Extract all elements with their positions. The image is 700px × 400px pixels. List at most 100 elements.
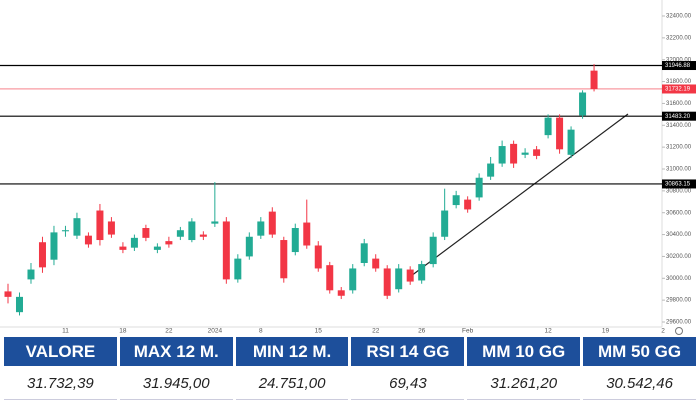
candle-body [291,228,299,253]
candle-body [188,221,196,241]
y-tick-label: 32000.00 [666,57,692,63]
candle-body [383,268,391,296]
candle-body [567,129,575,155]
level-label: 31483.20 [665,114,691,120]
value-cell: 31.945,00 [119,369,233,400]
candle-body [50,232,58,260]
table-row: 31.732,39 31.945,00 24.751,00 69,43 31.261,2… [0,366,700,400]
candle-body [119,246,127,250]
candle-body [222,221,230,280]
value-cell: 30.542,46 [583,369,696,400]
y-tick-label: 31600.00 [666,101,692,107]
candle-body [556,117,564,150]
x-tick-label: 15 [315,328,323,335]
table-header: VALORE MAX 12 M. MIN 12 M. RSI 14 GG MM 10 G… [0,337,700,366]
candle-body [487,163,495,177]
candle-body [510,143,518,164]
x-tick-label: 18 [119,328,127,335]
y-tick-label: 31000.00 [666,167,692,173]
candle-body [579,92,587,116]
candle-body [406,269,414,282]
y-tick-label: 30200.00 [666,254,692,260]
candle-body [107,221,115,235]
candle-body [142,228,150,238]
candle-body [533,149,541,156]
candle-body [257,221,265,236]
level-label: 31946.88 [665,63,691,69]
header-cell: MM 10 GG [467,337,581,366]
header-cell: MAX 12 M. [119,337,233,366]
candle-body [165,241,173,245]
x-tick-label: 11 [62,328,69,335]
header-cell: MM 50 GG [583,337,696,366]
candle-body [544,117,552,136]
candle-body [441,210,449,237]
x-tick-label: 19 [602,328,610,335]
value-cell: 24.751,00 [235,369,349,400]
x-tick-label: 22 [165,328,173,335]
header-cell: MIN 12 M. [235,337,349,366]
value-cell: 31.732,39 [4,369,117,400]
candle-body [590,70,598,89]
x-tick-label: 8 [259,328,263,335]
level-label: 30863.15 [665,182,691,188]
settings-icon[interactable] [675,327,683,335]
candle-body [360,243,368,263]
candle-body [27,269,35,280]
y-tick-label: 30800.00 [666,188,692,194]
candle-body [326,265,334,291]
candle-body [395,268,403,290]
y-tick-label: 31400.00 [666,123,692,129]
candle-body [84,235,92,245]
x-tick-label: 12 [544,328,552,335]
chart: 29600.00 29800.00 30000.00 30200.00 30400.00… [0,0,696,335]
candle-body [199,234,207,237]
candle-body [452,195,460,206]
x-tick-label: 2 [661,328,665,335]
candle-body [280,240,288,279]
candle-body [372,258,380,269]
x-tick-label: 22 [372,328,380,335]
y-tick-label: 31200.00 [666,145,692,151]
candle-body [4,291,12,297]
candle-body [211,221,219,224]
trend-line [410,113,629,277]
y-tick-label: 30000.00 [666,276,692,282]
candle-body [337,290,345,296]
level-label: 31732.19 [665,87,691,93]
y-tick-label: 29800.00 [666,298,692,304]
y-tick-label: 29600.00 [666,320,692,326]
y-tick-label: 32200.00 [666,35,692,41]
candle-body [521,152,529,155]
x-tick-label: 26 [418,328,426,335]
candle-body [15,296,23,313]
candle-body [464,199,472,210]
level-label-box [662,84,696,94]
candle-body [153,246,161,250]
candle-body [130,237,138,248]
value-cell: 69,43 [351,369,465,400]
candle-body [303,222,311,246]
candle-body [73,218,81,236]
y-tick-label: 31800.00 [666,79,692,85]
stats-table: VALORE MAX 12 M. MIN 12 M. RSI 14 GG MM 10 G… [0,337,700,400]
candle-body [349,268,357,291]
y-tick-label: 32400.00 [666,14,692,20]
x-tick-label: 2024 [208,328,223,335]
candle-body [38,242,46,268]
candle-body [176,230,184,237]
candle-body [475,177,483,198]
candle-body [234,258,242,280]
candle-body [418,264,426,281]
candle-body [96,210,104,241]
level-label-box [662,61,696,71]
candle-body [314,245,322,269]
candle-body [61,230,69,232]
y-tick-label: 30400.00 [666,232,692,238]
level-label-box [662,111,696,121]
candle-body [498,146,506,164]
header-cell: RSI 14 GG [351,337,465,366]
value-cell: 31.261,20 [467,369,581,400]
header-cell: VALORE [4,337,117,366]
